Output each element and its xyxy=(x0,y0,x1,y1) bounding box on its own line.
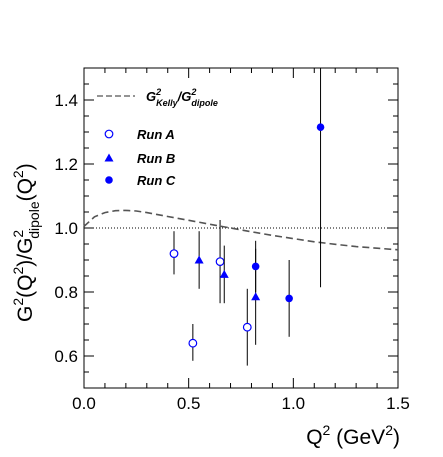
run-b-point xyxy=(251,292,261,301)
x-tick-label: 0.5 xyxy=(177,394,201,413)
data-points-group xyxy=(169,68,325,366)
x-tick-label: 1.0 xyxy=(282,394,306,413)
x-axis-title: Q2 (GeV2) xyxy=(306,422,400,449)
legend-run-b-label: Run B xyxy=(137,151,175,166)
legend-run-c-label: Run C xyxy=(137,173,176,188)
y-tick-label: 0.6 xyxy=(54,347,78,366)
run-a-point xyxy=(242,322,252,332)
run-a-point xyxy=(169,249,179,259)
axis-ticks: 0.0 0.5 1.0 1.5 0.6 0.8 1.0 1.2 1.4 xyxy=(54,67,410,413)
y-tick-label: 0.8 xyxy=(54,283,78,302)
kelly-curve-group xyxy=(83,209,399,251)
y-tick-label: 1.4 xyxy=(54,91,78,110)
legend-run-c-marker xyxy=(105,176,113,184)
run-b-point xyxy=(194,255,204,264)
legend-run-b-marker xyxy=(104,153,114,162)
run-c-point xyxy=(316,123,325,131)
y-axis-title: G2(Q2)/G2dipole(Q2) xyxy=(10,163,42,322)
legend-run-a-marker xyxy=(104,129,114,139)
y-tick-label: 1.0 xyxy=(54,219,78,238)
legend-curve-label: G2 Kelly/G2 dipole xyxy=(146,87,218,108)
legend: G2 Kelly/G2 dipole Run A Run B Run C xyxy=(97,87,218,188)
run-c-point xyxy=(251,262,260,271)
x-tick-label: 1.5 xyxy=(386,394,410,413)
x-tick-label: 0.0 xyxy=(72,394,96,413)
run-b-point xyxy=(219,269,229,278)
run-a-point xyxy=(215,257,225,267)
y-tick-label: 1.2 xyxy=(54,155,78,174)
kelly-curve xyxy=(83,209,399,251)
run-a-point xyxy=(188,338,198,348)
run-c-point xyxy=(285,294,293,303)
legend-run-a-label: Run A xyxy=(137,127,175,142)
